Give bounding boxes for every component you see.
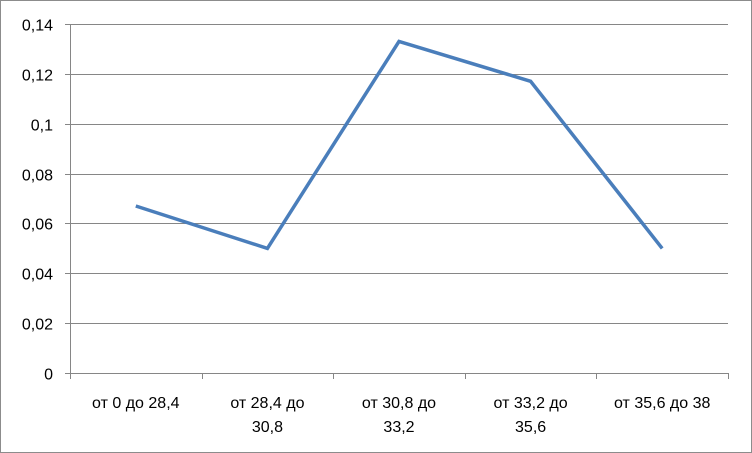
x-tick-label-line: 33,2 bbox=[383, 419, 414, 436]
grid-layer bbox=[70, 24, 728, 324]
y-tick-label: 0,14 bbox=[22, 18, 53, 35]
x-tick-label: от 0 до 28,4 bbox=[92, 395, 180, 412]
x-tick-label-line: от 33,2 до bbox=[494, 395, 568, 412]
y-tick-label: 0,04 bbox=[22, 267, 53, 284]
series-layer bbox=[135, 39, 664, 251]
y-tick-label: 0,02 bbox=[22, 317, 53, 334]
x-tick-label: от 35,6 до 38 bbox=[614, 395, 710, 412]
x-tick-label-line: от 28,4 до bbox=[230, 395, 304, 412]
x-tick-label: от 28,4 до 30,8 bbox=[230, 395, 304, 436]
axis-layer bbox=[65, 24, 729, 379]
x-tick-label-line: от 30,8 до bbox=[362, 395, 436, 412]
y-tick-label: 0,12 bbox=[22, 68, 53, 85]
label-layer: 0 0,02 0,04 0,06 0,08 0,1 0,12 0,14 от 0 до 28,4… bbox=[22, 18, 711, 437]
y-tick-label: 0,08 bbox=[22, 168, 53, 185]
x-tick-label: от 30,8 до 33,2 bbox=[362, 395, 436, 436]
x-tick-label: от 33,2 до 35,6 bbox=[494, 395, 568, 436]
x-tick-label-line: 30,8 bbox=[252, 419, 283, 436]
series-line-0 bbox=[135, 39, 664, 251]
y-tick-label: 0,06 bbox=[22, 217, 53, 234]
y-tick-label: 0,1 bbox=[31, 118, 53, 135]
x-tick-label-line: от 35,6 до 38 bbox=[614, 395, 710, 412]
x-tick-label-line: от 0 до 28,4 bbox=[92, 395, 180, 412]
x-tick-label-line: 35,6 bbox=[515, 419, 546, 436]
y-tick-label: 0 bbox=[44, 367, 53, 384]
